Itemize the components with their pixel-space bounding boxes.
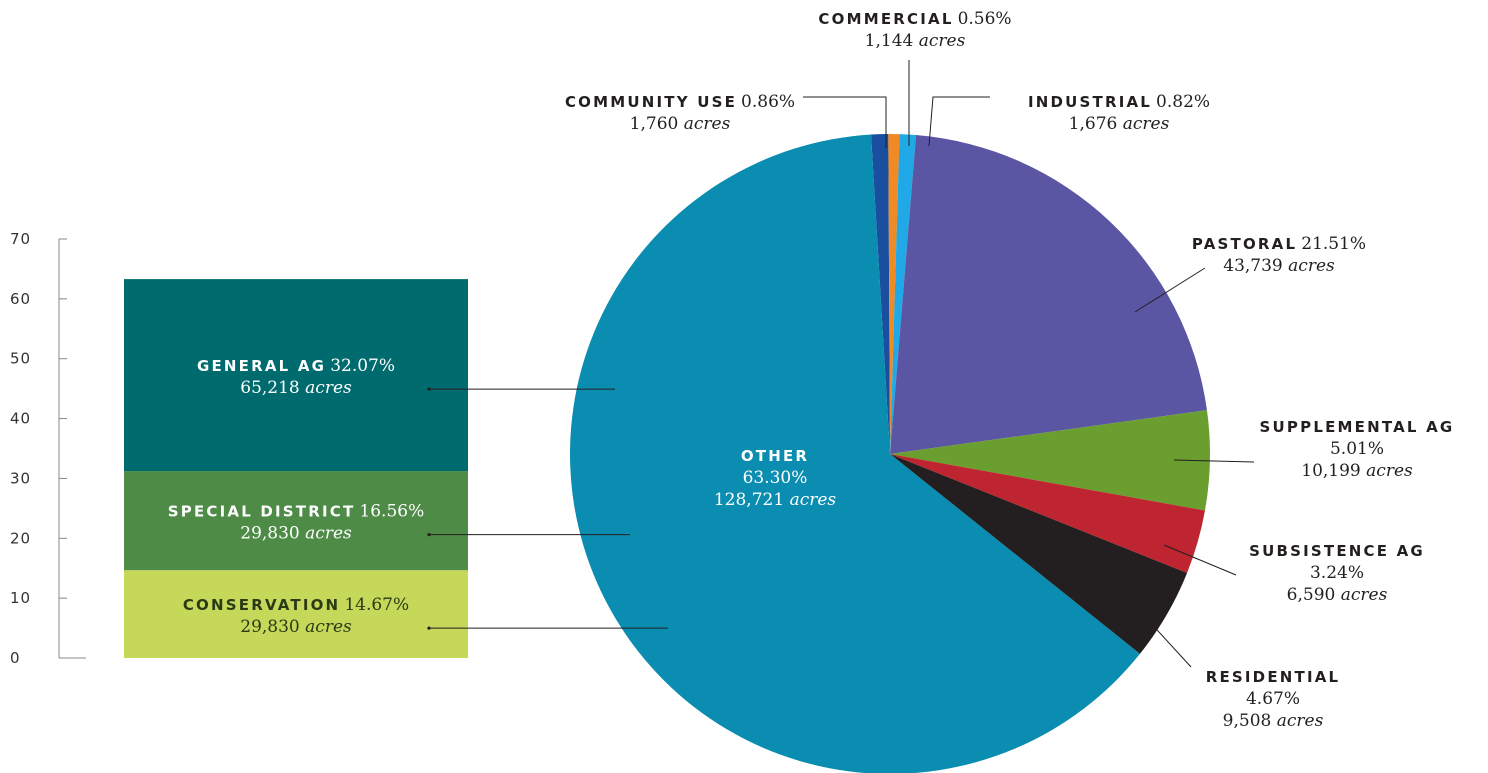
label-community-use: COMMUNITY USE 0.86%1,760 acres [565, 92, 795, 134]
label-name: GENERAL AG [197, 357, 326, 375]
svg-text:SUBSISTENCE AG: SUBSISTENCE AG [1249, 542, 1425, 560]
label-name: SUBSISTENCE AG [1249, 542, 1425, 560]
leader-subsistence-ag [1163, 544, 1237, 576]
label-name: SPECIAL DISTRICT [168, 503, 356, 521]
label-percent: 63.30% [743, 468, 808, 488]
axis-tick-label: 0 [10, 649, 21, 667]
axis-tick-label: 20 [10, 529, 31, 547]
label-other: OTHER 63.30%128,721 acres [714, 447, 837, 510]
label-commercial: COMMERCIAL 0.56%1,144 acres [818, 9, 1011, 51]
label-percent: 21.51% [1301, 234, 1366, 254]
label-name: SUPPLEMENTAL AG [1260, 418, 1455, 436]
label-name: RESIDENTIAL [1206, 668, 1341, 686]
label-general-ag: GENERAL AG 32.07%65,218 acres [197, 356, 395, 398]
label-percent: 14.67% [344, 595, 409, 615]
slice-community-use [871, 134, 890, 454]
label-percent: 0.56% [958, 9, 1012, 29]
bar-segment-conservation [124, 570, 468, 658]
label-acres: 128,721 acres [714, 490, 837, 510]
slice-residential [890, 454, 1188, 654]
pointer-dot [427, 626, 431, 630]
slice-pastoral [890, 135, 1207, 454]
slice-supplemental-ag [890, 410, 1211, 511]
label-acres: 1,760 acres [630, 114, 731, 134]
label-subsistence-ag: SUBSISTENCE AG 3.24%6,590 acres [1249, 542, 1425, 605]
svg-text:COMMUNITY USE 0.86%: COMMUNITY USE 0.86% [565, 92, 795, 112]
label-name: PASTORAL [1192, 235, 1297, 253]
leader-residential [1147, 619, 1192, 668]
label-percent: 0.86% [741, 92, 795, 112]
label-conservation: CONSERVATION 14.67%29,830 acres [183, 595, 409, 637]
pointer-dot [427, 533, 431, 537]
label-acres: 1,144 acres [865, 31, 966, 51]
label-acres: 10,199 acres [1301, 461, 1413, 481]
label-pastoral: PASTORAL 21.51%43,739 acres [1192, 234, 1366, 276]
slice-other [570, 134, 1140, 773]
breakdown-axis: 0 10 20 30 40 50 60 70 [10, 230, 86, 667]
label-percent: 16.56% [359, 502, 424, 522]
label-supplemental-ag: SUPPLEMENTAL AG 5.01%10,199 acres [1260, 418, 1455, 481]
leader-industrial [928, 96, 990, 147]
leader-community-use [803, 96, 887, 148]
axis-tick-label: 60 [10, 290, 31, 308]
label-acres: 43,739 acres [1223, 256, 1335, 276]
slice-labels: COMMUNITY USE 0.86%1,760 acresCOMMERCIAL… [565, 9, 1455, 731]
pie [570, 133, 1211, 773]
label-acres: 29,830 acres [240, 617, 352, 637]
leader-lines [427, 60, 1255, 668]
label-percent: 5.01% [1330, 439, 1384, 459]
label-name: INDUSTRIAL [1028, 93, 1152, 111]
svg-text:SPECIAL DISTRICT 16.56%: SPECIAL DISTRICT 16.56% [168, 502, 425, 522]
label-name: COMMUNITY USE [565, 93, 737, 111]
label-acres: 9,508 acres [1223, 711, 1324, 731]
bar-segment-general-ag [124, 279, 468, 472]
svg-text:SUPPLEMENTAL AG: SUPPLEMENTAL AG [1260, 418, 1455, 436]
label-acres: 65,218 acres [240, 378, 352, 398]
slice-industrial [890, 134, 917, 454]
label-name: CONSERVATION [183, 596, 340, 614]
leader-supplemental-ag [1173, 459, 1255, 463]
svg-text:RESIDENTIAL: RESIDENTIAL [1206, 668, 1341, 686]
label-name: OTHER [741, 447, 809, 465]
pointer-dot [427, 387, 431, 391]
svg-text:PASTORAL 21.51%: PASTORAL 21.51% [1192, 234, 1366, 254]
label-acres: 1,676 acres [1069, 114, 1170, 134]
axis-tick-label: 10 [10, 589, 31, 607]
label-acres: 6,590 acres [1287, 585, 1388, 605]
svg-text:CONSERVATION 14.67%: CONSERVATION 14.67% [183, 595, 409, 615]
svg-text:INDUSTRIAL 0.82%: INDUSTRIAL 0.82% [1028, 92, 1210, 112]
axis-tick-label: 40 [10, 410, 31, 428]
label-percent: 3.24% [1310, 563, 1364, 583]
svg-text:GENERAL AG 32.07%: GENERAL AG 32.07% [197, 356, 395, 376]
slice-subsistence-ag [890, 454, 1205, 574]
svg-text:COMMERCIAL 0.56%: COMMERCIAL 0.56% [818, 9, 1011, 29]
svg-text:OTHER: OTHER [741, 447, 809, 465]
axis-tick-label: 30 [10, 469, 31, 487]
label-name: COMMERCIAL [818, 10, 953, 28]
label-industrial: INDUSTRIAL 0.82%1,676 acres [1028, 92, 1210, 134]
slice-commercial [888, 133, 900, 454]
label-residential: RESIDENTIAL 4.67%9,508 acres [1206, 668, 1341, 731]
bar-segment-special-district [124, 471, 468, 571]
axis-tick-label: 70 [10, 230, 31, 248]
label-special-district: SPECIAL DISTRICT 16.56%29,830 acres [168, 502, 425, 544]
label-percent: 4.67% [1246, 689, 1300, 709]
label-acres: 29,830 acres [240, 524, 352, 544]
label-percent: 32.07% [330, 356, 395, 376]
axis-tick-label: 50 [10, 350, 31, 368]
label-percent: 0.82% [1156, 92, 1210, 112]
leader-pastoral [1134, 267, 1206, 313]
